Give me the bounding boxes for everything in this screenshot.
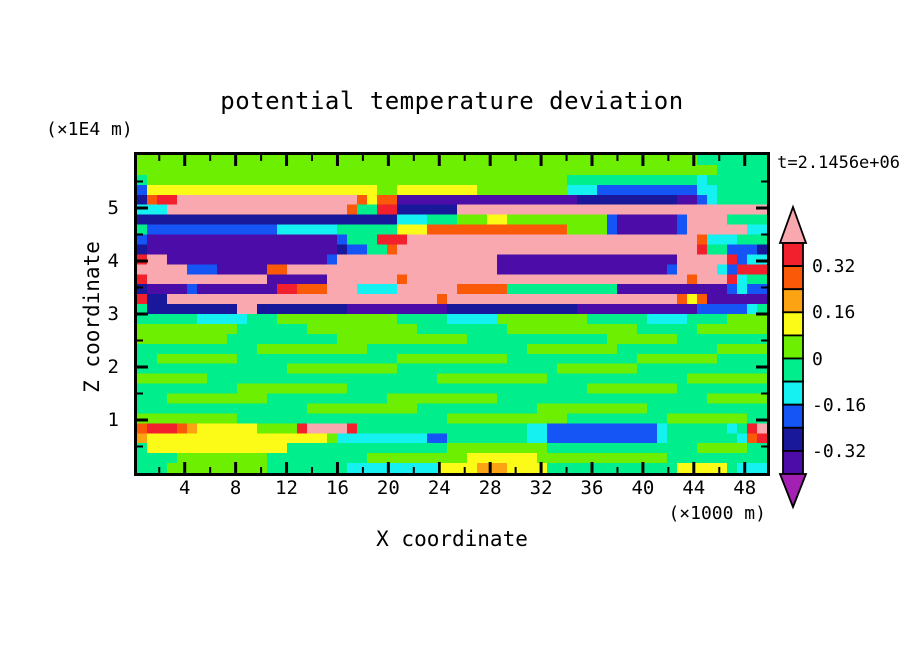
x-axis-unit-label: (×1000 m) — [668, 503, 766, 524]
contour-field-canvas — [137, 155, 767, 473]
z-axis-label: Z coordinate — [80, 241, 104, 393]
x-tick-label: 32 — [529, 477, 553, 499]
colorbar-cell — [782, 288, 804, 314]
colorbar-label: 0.16 — [812, 302, 856, 324]
colorbar-cell — [782, 426, 804, 452]
colorbar-label: 0 — [812, 348, 823, 370]
z-tick-label: 2 — [107, 356, 119, 378]
z-axis-unit-label: (×1E4 m) — [46, 119, 133, 140]
colorbar-label: 0.32 — [812, 256, 856, 278]
x-tick-label: 28 — [478, 477, 502, 499]
x-tick-label: 40 — [631, 477, 655, 499]
x-tick-label: 44 — [682, 477, 706, 499]
x-tick-label: 4 — [178, 477, 191, 499]
x-tick-label: 8 — [229, 477, 242, 499]
x-tick-label: 48 — [733, 477, 757, 499]
colorbar-cell — [782, 242, 804, 268]
plot-area — [134, 152, 770, 476]
x-axis-label: X coordinate — [376, 527, 528, 551]
colorbar-cell — [782, 357, 804, 383]
x-tick-label: 20 — [376, 477, 400, 499]
colorbar-cell — [782, 449, 804, 475]
x-tick-label: 16 — [326, 477, 349, 499]
colorbar-cell — [782, 265, 804, 291]
x-axis-tick-labels: 4 8 12 16 20 24 28 32 36 40 44 48 — [137, 477, 767, 501]
z-tick-label: 3 — [107, 303, 119, 325]
z-tick-label: 5 — [107, 197, 119, 219]
colorbar-under-arrow — [778, 473, 808, 510]
x-tick-label: 36 — [580, 477, 604, 499]
x-tick-label: 24 — [427, 477, 451, 499]
page-title: potential temperature deviation — [220, 87, 684, 115]
colorbar-over-arrow — [778, 204, 808, 244]
colorbar-cell — [782, 403, 804, 429]
z-tick-label: 4 — [107, 250, 119, 272]
colorbar — [778, 204, 808, 510]
colorbar-label: -0.32 — [812, 440, 867, 462]
colorbar-label: -0.16 — [812, 394, 867, 416]
axis-ticks-overlay — [137, 155, 767, 473]
z-axis-tick-labels: 1 2 3 4 5 — [75, 155, 119, 473]
colorbar-cell — [782, 311, 804, 337]
z-tick-label: 1 — [107, 409, 119, 431]
time-annotation: t=2.1456e+06 — [777, 153, 900, 173]
x-tick-label: 12 — [275, 477, 298, 499]
colorbar-cell — [782, 334, 804, 360]
colorbar-cell — [782, 380, 804, 406]
